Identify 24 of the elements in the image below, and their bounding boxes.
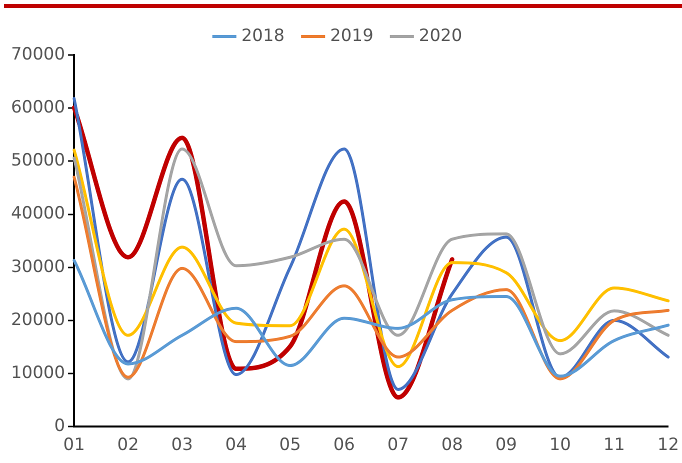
x-tick-label: 06	[333, 435, 355, 456]
y-tick-label: 0	[54, 416, 66, 436]
y-tick-label: 50000	[10, 150, 66, 171]
line-series	[72, 258, 670, 378]
x-tick-label: 08	[441, 435, 463, 456]
x-tick-label: 05	[279, 435, 301, 456]
y-tick-label: 10000	[10, 362, 66, 383]
y-tick-label: 60000	[10, 98, 66, 118]
legend-label: 2019	[330, 26, 374, 46]
legend-label: 2020	[418, 26, 462, 46]
y-tick-label: 20000	[10, 310, 66, 330]
x-tick-label: 01	[63, 435, 85, 456]
x-tick-label: 04	[225, 435, 247, 456]
x-tick-label: 02	[117, 435, 139, 456]
y-tick-label: 70000	[10, 44, 66, 64]
x-tick-label: 03	[171, 435, 193, 456]
x-tick-label: 11	[603, 435, 625, 456]
x-tick-label: 12	[657, 435, 680, 456]
legend-label: 2018	[241, 26, 285, 46]
x-tick-label: 10	[549, 435, 571, 456]
y-tick-label: 30000	[10, 256, 66, 277]
x-tick-label: 07	[387, 435, 409, 456]
x-tick-label: 09	[495, 435, 517, 456]
y-tick-label: 40000	[10, 204, 66, 224]
